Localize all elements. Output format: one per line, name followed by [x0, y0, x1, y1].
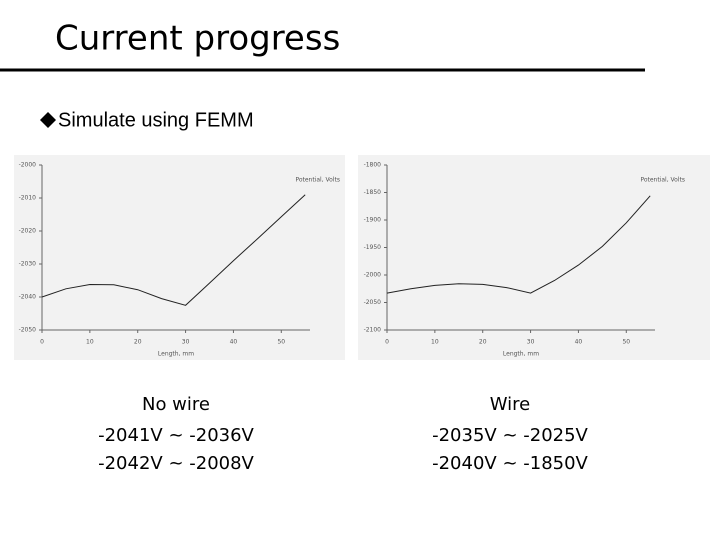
y-tick-label: -2050: [364, 299, 382, 306]
slide-title: Current progress: [55, 19, 340, 59]
x-tick-label: 50: [622, 339, 630, 346]
y-tick-label: -2040: [19, 294, 37, 301]
x-tick-label: 10: [86, 339, 94, 346]
x-tick-label: 30: [182, 339, 190, 346]
legend-label: Potential, Volts: [295, 177, 340, 184]
x-tick-label: 20: [134, 339, 142, 346]
caption-line: -2042V ~ -2008V: [98, 453, 254, 474]
x-tick-label: 20: [479, 339, 487, 346]
y-tick-label: -2030: [19, 261, 37, 268]
bullet-diamond: [40, 112, 56, 128]
caption-heading: No wire: [142, 394, 210, 415]
series-line: [41, 194, 306, 306]
caption-line: -2041V ~ -2036V: [98, 425, 254, 446]
chart-bg: [358, 155, 710, 360]
x-tick-label: 50: [277, 339, 285, 346]
chart-bg: [14, 155, 345, 360]
x-tick-label: 30: [527, 339, 535, 346]
y-tick-label: -2010: [19, 195, 37, 202]
x-tick-label: 0: [40, 339, 44, 346]
x-tick-label: 40: [230, 339, 238, 346]
y-tick-label: -2050: [19, 327, 37, 334]
y-tick-label: -2000: [19, 162, 37, 169]
caption-line: -2040V ~ -1850V: [432, 453, 588, 474]
series-line: [386, 195, 651, 294]
x-tick-label: 40: [575, 339, 583, 346]
y-tick-label: -1850: [364, 189, 382, 196]
caption-heading: Wire: [490, 394, 530, 415]
bullet-text: Simulate using FEMM: [58, 109, 254, 131]
y-tick-label: -2000: [364, 272, 382, 279]
x-tick-label: 0: [385, 339, 389, 346]
x-tick-label: 10: [431, 339, 439, 346]
legend-label: Potential, Volts: [640, 177, 685, 184]
caption-line: -2035V ~ -2025V: [432, 425, 588, 446]
y-tick-label: -2100: [364, 327, 382, 334]
x-axis-label: Length, mm: [503, 351, 539, 358]
x-axis-label: Length, mm: [158, 351, 194, 358]
y-tick-label: -1800: [364, 162, 382, 169]
y-tick-label: -2020: [19, 228, 37, 235]
y-tick-label: -1950: [364, 244, 382, 251]
y-tick-label: -1900: [364, 217, 382, 224]
